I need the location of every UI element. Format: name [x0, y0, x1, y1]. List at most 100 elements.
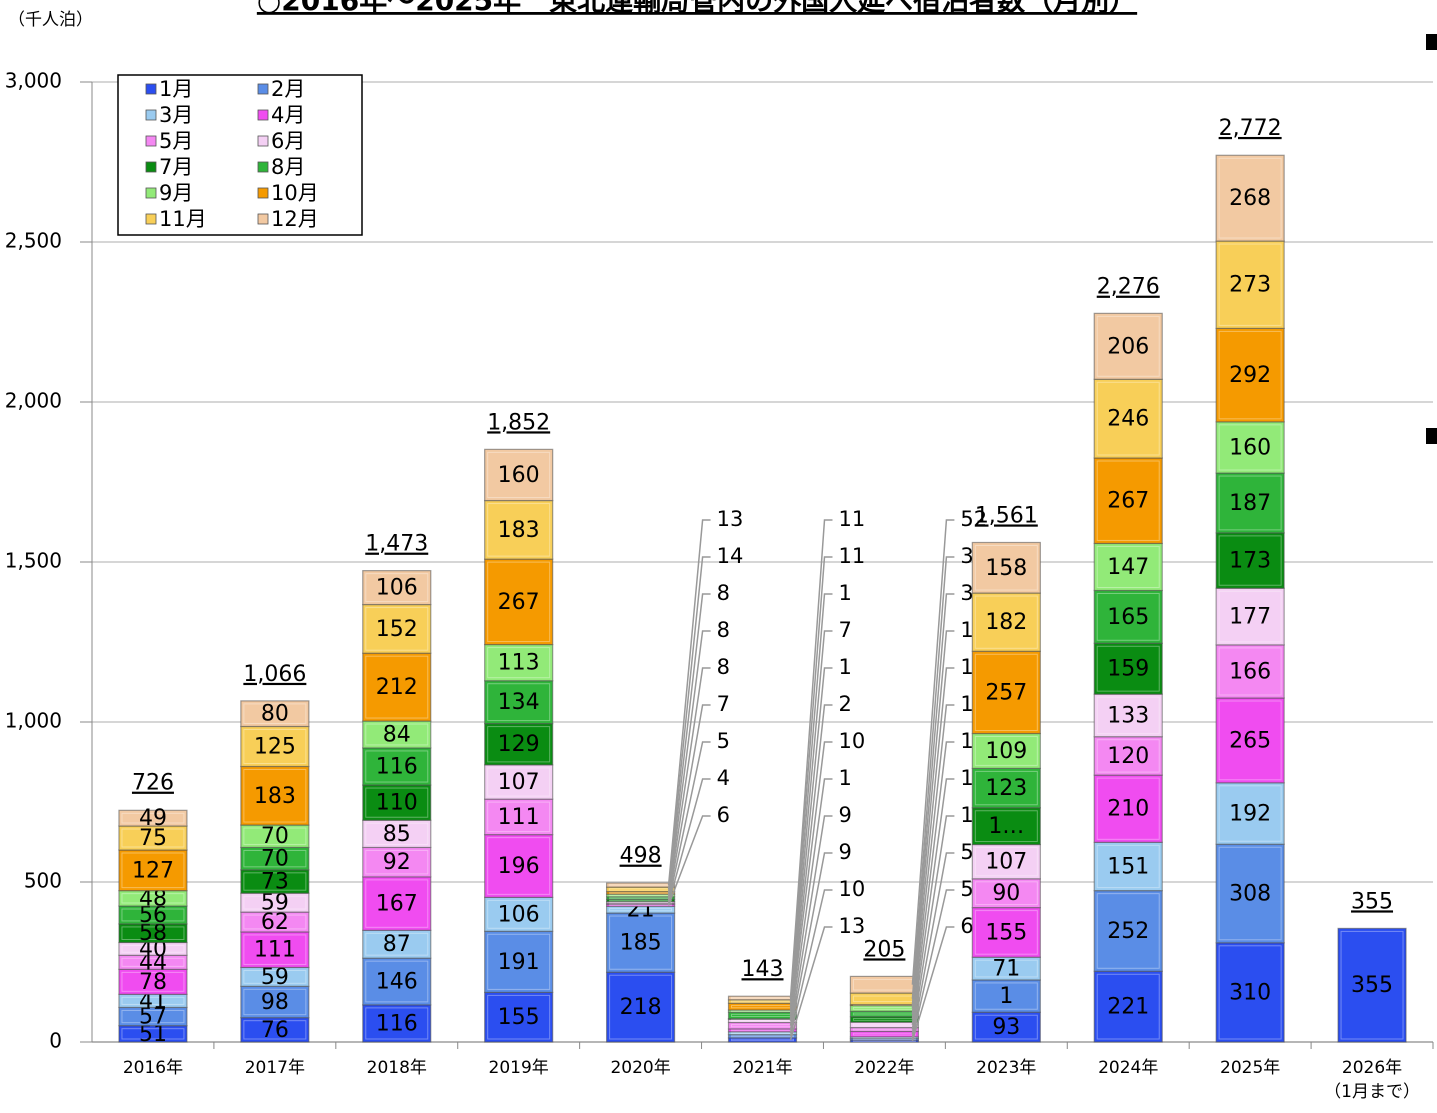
total-label: 2,772 [1219, 116, 1282, 141]
bar-bevel [365, 607, 429, 651]
leader-line [911, 593, 955, 1006]
bar-segment [362, 876, 432, 931]
bar-bevel [1096, 381, 1160, 456]
total-label: 355 [1351, 889, 1393, 914]
legend-label: 10月 [271, 181, 319, 205]
legend-swatch [145, 83, 157, 95]
bar-bevel [121, 944, 185, 953]
bar-bevel [487, 767, 551, 797]
leader-line [667, 519, 711, 886]
legend-swatch [145, 161, 157, 173]
data-label: 1 [960, 618, 973, 642]
data-label: 57 [139, 1005, 167, 1030]
data-label: 106 [498, 902, 540, 927]
bar-bevel [487, 899, 551, 929]
leader-line [911, 778, 955, 1030]
leader-line [789, 815, 833, 1031]
bar-bevel [365, 750, 429, 783]
bar-bevel [974, 544, 1038, 591]
bar-bevel [731, 1010, 794, 1012]
leader-line [667, 815, 711, 906]
bar-bevel [852, 1038, 916, 1041]
bar-segment [1093, 890, 1163, 972]
bar-segment [1215, 587, 1285, 646]
data-label: 10 [839, 877, 866, 901]
bar-bevel [974, 847, 1038, 877]
bar-segment [849, 1010, 920, 1018]
leader-line [667, 741, 711, 903]
bar-bevel [365, 655, 429, 719]
x-tick-label: 2020年 [610, 1058, 670, 1078]
leader-line [911, 556, 955, 999]
data-label: 5 [717, 729, 730, 753]
bar-segment [605, 886, 676, 893]
data-label: 13 [717, 507, 744, 531]
bar-bevel [121, 812, 185, 824]
bar-bevel [365, 849, 429, 875]
bar-segment [362, 603, 432, 654]
data-label: 267 [498, 590, 540, 615]
bar-segment [971, 979, 1041, 1013]
bar-bevel [1096, 460, 1160, 541]
data-label: 71 [992, 957, 1020, 982]
data-label: 152 [376, 617, 418, 642]
data-label: 1… [988, 814, 1024, 839]
data-label: 113 [498, 651, 540, 676]
x-tick-label: 2016年 [123, 1058, 183, 1078]
bar-segment [362, 570, 432, 606]
bar-bevel [974, 881, 1038, 906]
data-label: 173 [1229, 549, 1271, 574]
bar-bevel [1218, 475, 1282, 531]
bar-bevel [243, 895, 307, 910]
data-label: 70 [261, 824, 289, 849]
bar-bevel [974, 736, 1038, 766]
total-label: 726 [132, 771, 174, 796]
bar-segment [1093, 457, 1163, 545]
y-tick-label: 1,000 [5, 709, 62, 733]
data-label: 183 [254, 784, 296, 809]
data-label: 10 [839, 729, 866, 753]
legend-label: 6月 [271, 129, 305, 153]
leader-line [667, 593, 711, 893]
leader-line [789, 741, 833, 1021]
bar-bevel [609, 901, 673, 904]
data-label: 1 [960, 729, 973, 753]
data-label: 120 [1107, 744, 1149, 769]
data-label: 8 [717, 581, 730, 605]
bar-segment [1093, 589, 1163, 644]
data-label: 11 [839, 507, 866, 531]
data-label: 123 [985, 776, 1027, 801]
data-label: 158 [985, 556, 1027, 581]
data-label: 14 [717, 544, 744, 568]
bar-segment [727, 1021, 798, 1030]
bar-segment [1093, 642, 1163, 695]
bar-segment [1093, 774, 1163, 843]
bar-bevel [1096, 973, 1160, 1040]
x-tick-label: 2022年 [854, 1058, 914, 1078]
data-label: 59 [261, 965, 289, 990]
bar-bevel [243, 914, 307, 930]
data-label: 252 [1107, 919, 1149, 944]
data-label: 160 [1229, 435, 1271, 460]
bar-bevel [1096, 645, 1160, 692]
bar-segment [1215, 532, 1285, 589]
bar-segment [1215, 327, 1285, 423]
data-label: 177 [1229, 605, 1271, 630]
data-label: 127 [132, 858, 174, 883]
legend-label: 11月 [159, 207, 207, 231]
bar-bevel [121, 852, 185, 889]
x-tick-label: 2021年 [732, 1058, 792, 1078]
bar-segment [362, 1004, 432, 1043]
data-label: 107 [498, 770, 540, 795]
data-label: 125 [254, 734, 296, 759]
leader-line [911, 926, 955, 1042]
legend-swatch [257, 109, 269, 121]
data-label: 160 [498, 463, 540, 488]
x-tick-label: 2018年 [367, 1058, 427, 1078]
bar-segment [240, 1017, 310, 1043]
bar-bevel [1096, 545, 1160, 588]
data-label: 187 [1229, 491, 1271, 516]
bar-bevel [121, 893, 185, 904]
x-tick-label: 2017年 [245, 1058, 305, 1078]
y-tick-label: 2,000 [5, 389, 62, 413]
